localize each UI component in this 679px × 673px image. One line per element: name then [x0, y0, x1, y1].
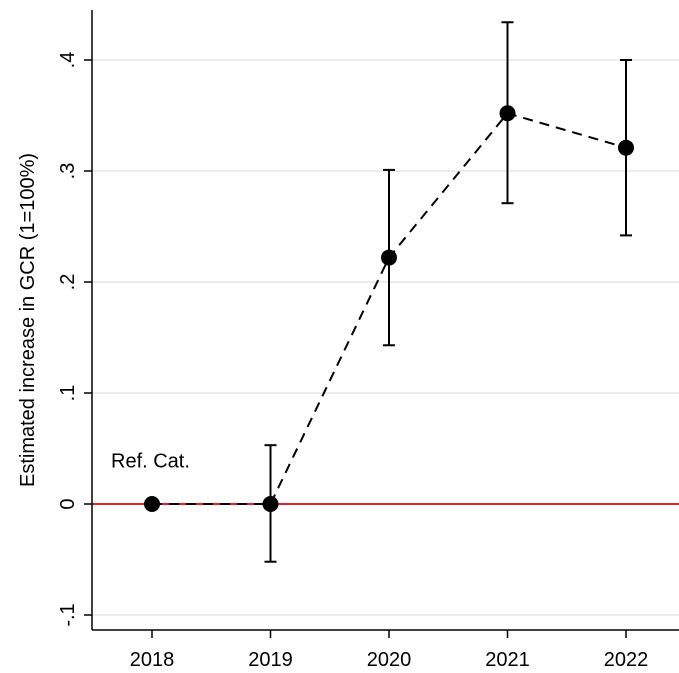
annotations: Ref. Cat.: [111, 451, 190, 473]
y-tick-label-4: .3: [57, 163, 79, 180]
x-axis-ticks: 2018 2019 2020 2021 2022: [130, 630, 649, 671]
x-tick-label-1: 2019: [248, 649, 293, 671]
y-tick-label-2: .1: [57, 385, 79, 402]
y-tick-label-5: .4: [57, 52, 79, 69]
data-point-0: [144, 496, 160, 512]
y-tick-label-3: .2: [57, 274, 79, 291]
x-tick-label-3: 2021: [485, 649, 530, 671]
annotation-ref-cat: Ref. Cat.: [111, 451, 190, 473]
y-tick-label-1: 0: [57, 498, 79, 509]
y-tick-label-0: -.1: [57, 603, 79, 626]
data-point-1: [262, 496, 279, 512]
data-point-3: [499, 105, 516, 122]
x-tick-label-4: 2022: [604, 649, 649, 671]
axes: [91, 10, 679, 631]
x-tick-label-2: 2020: [367, 649, 412, 671]
x-tick-label-0: 2018: [130, 649, 175, 671]
data-point-2: [381, 249, 397, 266]
y-axis-label: Estimated increase in GCR (1=100%): [17, 153, 39, 487]
y-axis-ticks: -.1 0 .1 .2 .3 .4: [57, 52, 92, 627]
gridlines: [92, 59, 679, 616]
series-estimates: [144, 21, 634, 563]
data-point-4: [618, 139, 634, 156]
